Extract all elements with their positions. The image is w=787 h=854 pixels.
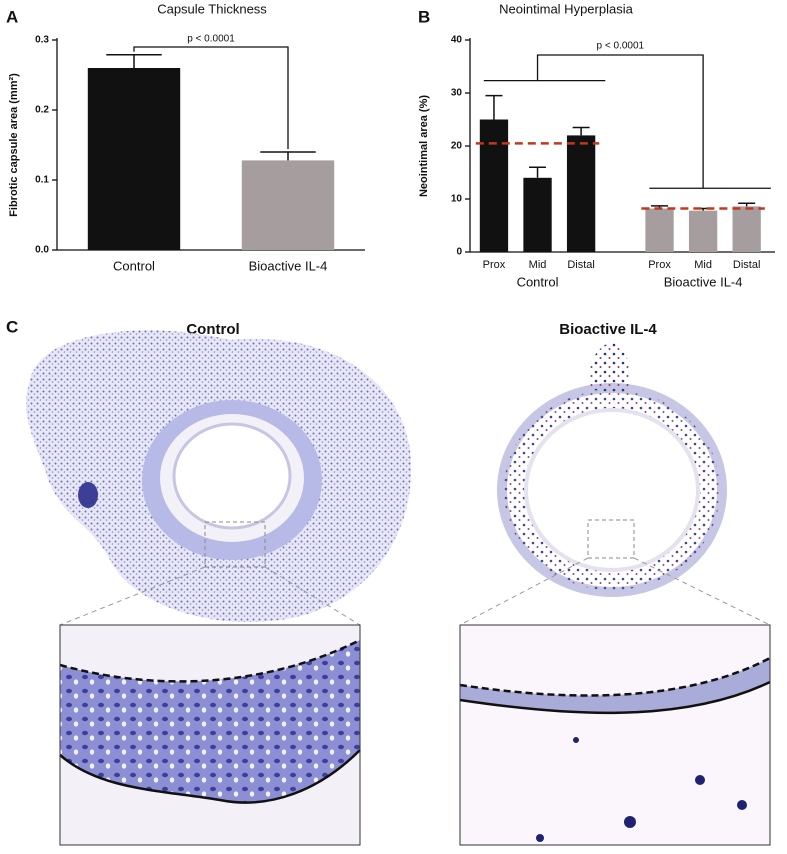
bar xyxy=(645,208,674,252)
y-tick-label: 40 xyxy=(451,35,463,46)
panel-label: A xyxy=(6,7,18,26)
image-title: Control xyxy=(186,321,239,338)
zoom-lines xyxy=(59,557,771,626)
group-label: Control xyxy=(517,274,559,289)
x-tick-label: Control xyxy=(113,258,155,273)
error-bar xyxy=(260,151,316,161)
y-tick-label: 0.0 xyxy=(35,245,49,256)
group-label: Bioactive IL-4 xyxy=(664,274,743,289)
x-tick-label: Prox xyxy=(648,259,671,271)
error-bar xyxy=(529,166,547,178)
significance-bracket xyxy=(536,54,704,189)
bar xyxy=(523,177,552,252)
panel-label: C xyxy=(6,317,18,336)
control-section xyxy=(25,330,412,622)
annotation: p < 0.0001 xyxy=(597,41,645,52)
x-tick-label: Mid xyxy=(529,259,547,271)
bar xyxy=(479,119,509,252)
error-bar xyxy=(572,126,590,136)
bar xyxy=(688,210,718,252)
x-tick-label: Distal xyxy=(733,259,761,271)
x-tick-label: Prox xyxy=(483,259,506,271)
annotation: p < 0.0001 xyxy=(187,34,235,45)
error-bar xyxy=(106,53,162,68)
bar xyxy=(732,206,761,252)
inset-control xyxy=(59,624,361,846)
il4-section xyxy=(497,342,727,597)
charts: A Capsule Thickness Fibrotic capsule area … xyxy=(6,1,775,289)
bar xyxy=(87,68,181,250)
bar xyxy=(566,135,596,252)
x-tick-label: Bioactive IL-4 xyxy=(249,258,328,273)
bar xyxy=(241,160,335,250)
x-tick-label: Distal xyxy=(567,259,595,271)
x-tick-label: Mid xyxy=(694,259,712,271)
y-axis-label: Neointimal area (%) xyxy=(418,95,430,197)
chart-title: Capsule Thickness xyxy=(157,1,267,16)
y-tick-label: 20 xyxy=(451,141,463,152)
significance-bracket xyxy=(133,46,289,149)
y-tick-label: 0.2 xyxy=(35,105,49,116)
axis-line xyxy=(469,38,775,253)
error-bar xyxy=(738,202,756,207)
panel-label: B xyxy=(418,7,430,26)
y-tick-label: 0 xyxy=(456,247,462,258)
image-title: Bioactive IL-4 xyxy=(559,321,657,338)
chart-title: Neointimal Hyperplasia xyxy=(499,1,633,16)
y-tick-label: 0.1 xyxy=(35,175,49,186)
y-tick-label: 10 xyxy=(451,194,463,205)
inset-il4 xyxy=(459,624,771,846)
y-axis-label: Fibrotic capsule area (mm²) xyxy=(8,73,20,217)
error-bar xyxy=(485,94,503,120)
y-tick-label: 30 xyxy=(451,88,463,99)
y-tick-label: 0.3 xyxy=(35,35,49,46)
